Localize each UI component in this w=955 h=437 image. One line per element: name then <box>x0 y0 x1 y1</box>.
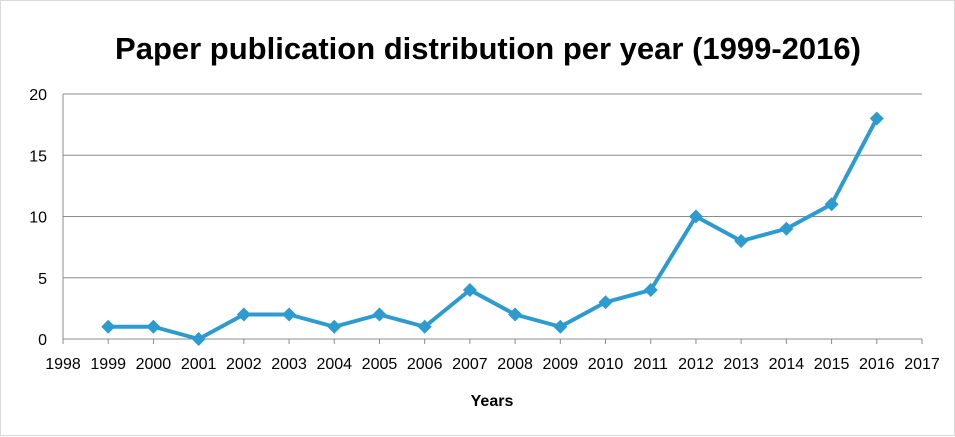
data-point-marker <box>688 209 703 224</box>
x-tick-label: 2016 <box>859 356 895 373</box>
data-point-marker <box>327 319 342 334</box>
data-point-marker <box>462 283 477 297</box>
x-tick-label: 2004 <box>316 356 352 373</box>
x-tick-label: 2006 <box>407 356 443 373</box>
series-line <box>106 116 879 341</box>
x-tick-label: 2011 <box>634 356 669 373</box>
x-tick-label: 2014 <box>769 356 805 373</box>
gridlines <box>63 93 922 279</box>
x-tick-label: 2002 <box>226 356 262 373</box>
chart-title: Paper publication distribution per year … <box>115 31 861 66</box>
data-point-marker <box>824 197 839 212</box>
y-tick-label: 10 <box>29 210 47 227</box>
data-point-marker <box>146 319 161 334</box>
data-series <box>101 111 884 346</box>
x-tick-label: 2007 <box>452 356 488 373</box>
x-tick-label: 2009 <box>543 356 579 373</box>
data-point-marker <box>734 234 749 248</box>
x-tick-label: 2015 <box>814 356 850 373</box>
x-tick-labels: 1998 1999 2000 2001 2002 2003 2004 2005 2006 2007… <box>45 356 940 373</box>
data-point-marker <box>236 307 251 322</box>
x-axis-label: Years <box>471 393 514 410</box>
data-point-marker <box>282 307 297 322</box>
data-point-marker <box>191 332 206 346</box>
y-tick-label: 15 <box>29 148 47 165</box>
data-point-marker <box>553 319 568 334</box>
x-tick-label: 2001 <box>181 356 217 373</box>
x-tick-label: 2005 <box>362 356 398 373</box>
data-point-marker <box>372 307 387 322</box>
x-tick-label: 2012 <box>678 356 714 373</box>
axes <box>62 94 923 344</box>
x-tick-label: 2003 <box>271 356 307 373</box>
data-point-marker <box>598 295 613 310</box>
data-point-marker <box>643 283 658 297</box>
data-point-marker <box>508 307 523 322</box>
data-point-marker <box>101 319 116 334</box>
x-tick-label: 1999 <box>90 356 126 373</box>
data-point-marker <box>417 319 432 334</box>
y-tick-labels: 0 5 10 15 20 <box>29 87 47 349</box>
y-tick-label: 0 <box>38 332 47 349</box>
x-tick-label: 2017 <box>904 356 940 373</box>
data-point-marker <box>869 111 884 126</box>
x-tick-label: 2000 <box>136 356 172 373</box>
data-point-marker <box>779 221 794 236</box>
x-tick-label: 2010 <box>588 356 624 373</box>
x-tick-label: 1998 <box>45 356 81 373</box>
x-tick-label: 2008 <box>497 356 533 373</box>
y-tick-label: 5 <box>38 271 47 288</box>
y-tick-label: 20 <box>29 87 47 104</box>
x-tick-label: 2013 <box>723 356 759 373</box>
